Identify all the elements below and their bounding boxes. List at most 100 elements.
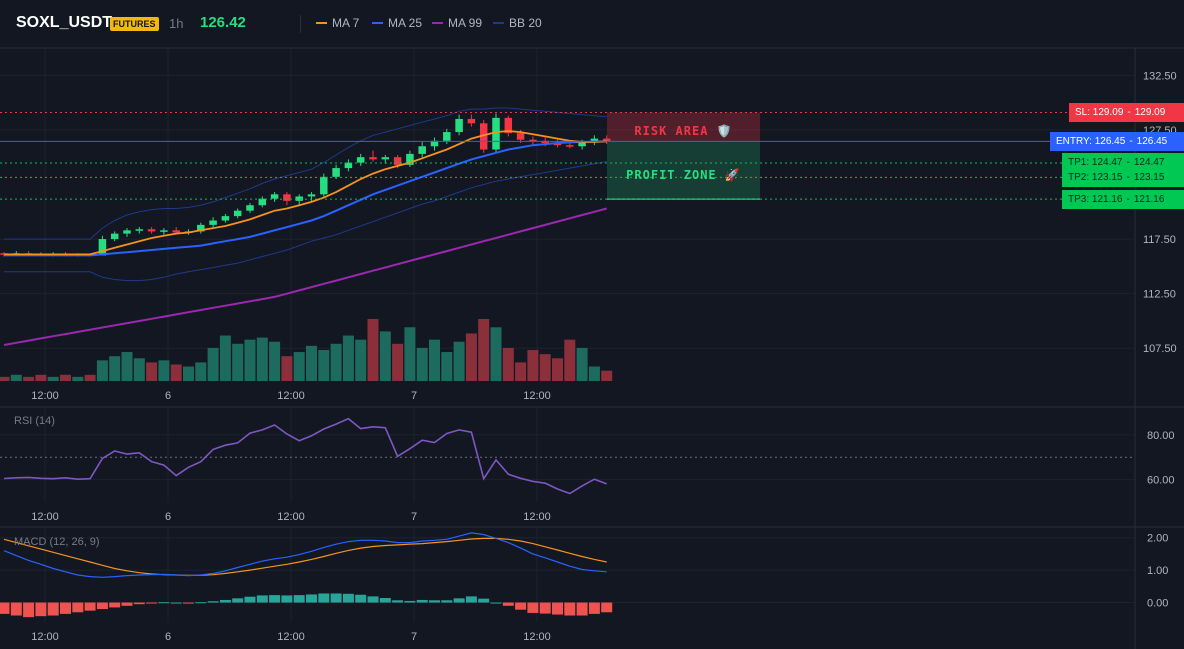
macd-histogram-bar [539, 602, 551, 614]
volume-bar [170, 364, 182, 381]
time-tick-label: 12:00 [31, 631, 59, 643]
volume-bar [576, 347, 588, 381]
volume-bar [256, 337, 268, 381]
macd-histogram-bar [170, 602, 182, 604]
macd-histogram-bar [342, 593, 354, 603]
candle-body [258, 198, 267, 206]
volume-bar [96, 360, 108, 381]
candle [479, 120, 488, 153]
price-tick-label: 112.50 [1143, 289, 1176, 301]
candle-body [98, 239, 107, 256]
candle-body [221, 216, 230, 221]
risk-area-label: RISK AREA 🛡️ [634, 124, 733, 138]
level-tag-label: TP1: 124.47 [1068, 157, 1123, 169]
macd-histogram-bar [588, 602, 600, 614]
level-tag-label: TP3: 121.16 [1068, 193, 1123, 205]
candle-body [479, 123, 488, 150]
volume-bar [109, 356, 121, 381]
volume-bar [539, 354, 551, 381]
macd-histogram-bar [527, 602, 539, 613]
time-tick-label: 12:00 [523, 511, 551, 523]
volume-bar [318, 350, 330, 381]
macd-histogram-bar [379, 598, 391, 603]
symbol-name[interactable]: SOXL_USDT [16, 14, 113, 31]
ma25-line [4, 140, 607, 257]
time-tick-label: 7 [411, 511, 417, 523]
candle-body [430, 140, 439, 147]
volume-bar [306, 345, 317, 381]
ma7-swatch [316, 21, 327, 24]
macd-tick-label: 1.00 [1147, 565, 1168, 577]
bb-upper-line [4, 107, 607, 240]
legend-ma7-label: MA 7 [332, 16, 360, 30]
legend-ma99[interactable]: MA 99 [432, 16, 482, 30]
volume-bar [195, 362, 207, 381]
macd-histogram-bar [490, 602, 502, 604]
candle-body [332, 168, 340, 177]
macd-histogram-bar [330, 593, 342, 603]
level-tag: SL: 129.09-129.09 [1069, 103, 1184, 123]
time-tick-label: 12:00 [277, 511, 305, 523]
volume-bar [269, 341, 281, 381]
candle [246, 203, 254, 213]
candle [455, 114, 463, 136]
volume-bar [429, 339, 440, 381]
level-tag-label: TP2: 123.15 [1068, 171, 1123, 183]
legend-ma99-label: MA 99 [448, 16, 483, 30]
legend-ma7[interactable]: MA 7 [316, 16, 359, 30]
profit-zone-box [607, 141, 760, 200]
macd-histogram-bar [429, 600, 440, 603]
price-tick-label: 132.50 [1143, 70, 1177, 82]
candle [98, 235, 107, 256]
candle [406, 150, 414, 168]
macd-histogram-bar [10, 602, 22, 616]
candle [369, 150, 377, 162]
legend-ma25[interactable]: MA 25 [372, 16, 422, 30]
candle [172, 227, 180, 234]
level-tag-value: 129.09 [1134, 107, 1166, 119]
candle [147, 227, 156, 234]
volume-bar [0, 376, 10, 381]
candle-body [516, 133, 525, 140]
timeframe-label[interactable]: 1h [169, 16, 184, 31]
time-tick-label: 12:00 [31, 390, 59, 402]
candle [504, 115, 513, 137]
volume-bar [281, 356, 293, 381]
macd-histogram-bar [564, 602, 576, 616]
time-tick-label: 12:00 [277, 631, 305, 643]
chart-header: SOXL_USDT FUTURES 1h 126.42 MA 7 MA 25 M… [0, 0, 1184, 48]
macd-histogram-bar [0, 602, 10, 614]
macd-histogram-bar [293, 595, 305, 603]
time-tick-label: 12:00 [277, 390, 305, 402]
macd-histogram-bar [269, 595, 281, 603]
rsi-tick-label: 80.00 [1147, 430, 1175, 442]
level-tag: TP3: 121.16-121.16 [1062, 189, 1184, 209]
price-tick-label: 117.50 [1143, 234, 1176, 246]
volume-bar [453, 341, 465, 381]
macd-histogram-bar [195, 602, 207, 604]
volume-bar [133, 358, 145, 381]
volume-bar [47, 376, 59, 381]
macd-histogram-bar [256, 595, 268, 603]
candle [467, 114, 476, 127]
macd-histogram-bar [306, 594, 317, 603]
level-tag: TP1: 124.47-124.47 [1062, 153, 1184, 173]
legend-bb20[interactable]: BB 20 [493, 16, 542, 30]
candle-body [197, 224, 205, 232]
macd-histogram-bar [146, 602, 158, 604]
time-tick-label: 6 [165, 631, 171, 643]
candle [602, 135, 611, 145]
profit-zone-label: PROFIT ZONE 🚀 [626, 168, 741, 182]
level-tag-label: SL: 129.09 [1075, 107, 1124, 119]
macd-histogram-bar [47, 602, 59, 616]
candle [233, 208, 242, 219]
candle [270, 192, 279, 202]
candle-body [602, 138, 611, 142]
macd-histogram-bar [35, 602, 47, 617]
level-tag-value: 121.16 [1133, 193, 1165, 205]
candle-body [455, 118, 463, 133]
volume-bar [465, 333, 477, 381]
volume-bar [183, 366, 194, 381]
volume-bar [23, 376, 35, 381]
